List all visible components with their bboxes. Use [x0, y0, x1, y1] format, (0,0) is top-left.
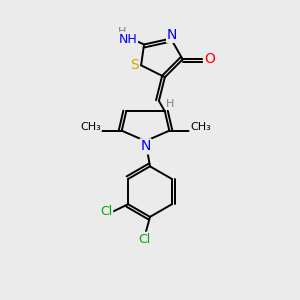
Text: N: N: [140, 140, 151, 153]
Text: Cl: Cl: [100, 205, 112, 218]
Text: N: N: [167, 28, 178, 42]
Text: NH: NH: [118, 33, 137, 46]
Text: O: O: [204, 52, 215, 66]
Text: S: S: [130, 58, 139, 72]
Text: H: H: [118, 27, 126, 37]
Text: H: H: [166, 99, 174, 109]
Text: CH₃: CH₃: [190, 122, 211, 132]
Text: Cl: Cl: [138, 233, 150, 246]
Text: CH₃: CH₃: [80, 122, 101, 132]
